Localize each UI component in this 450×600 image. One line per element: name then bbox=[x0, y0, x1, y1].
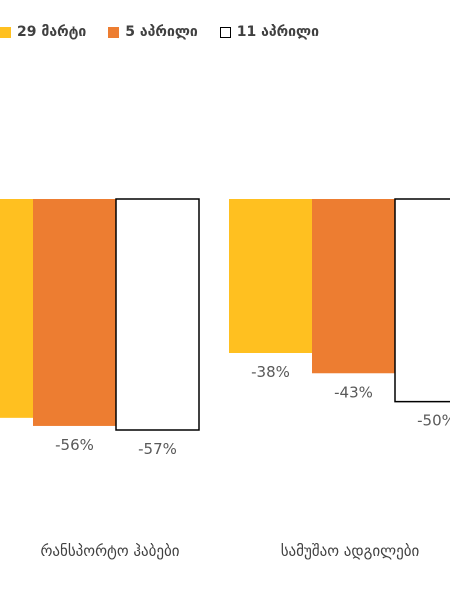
data-label-1-series-3: -57% bbox=[138, 440, 177, 458]
bar-2-series-2 bbox=[312, 199, 395, 374]
legend: 29 მარტი 5 აპრილი 11 აპრილი bbox=[0, 18, 341, 46]
bar-1-series-1 bbox=[0, 199, 33, 418]
bar-1-series-3 bbox=[115, 198, 200, 431]
bar-2-series-1 bbox=[229, 199, 312, 353]
category-label-1: რანსპორტო ჰაბები bbox=[40, 542, 179, 560]
legend-label-29-march: 29 მარტი bbox=[17, 24, 87, 40]
bar-2-series-3 bbox=[394, 198, 450, 403]
legend-label-11-april: 11 აპრილი bbox=[236, 24, 319, 40]
data-label-2-series-2: -43% bbox=[334, 383, 373, 401]
legend-item-11-april: 11 აპრილი bbox=[219, 24, 319, 40]
legend-label-5-april: 5 აპრილი bbox=[125, 24, 198, 40]
data-label-2-series-1: -38% bbox=[251, 363, 290, 381]
category-label-2: სამუშაო ადგილები bbox=[281, 542, 420, 560]
bar-1-series-2 bbox=[33, 199, 116, 426]
legend-swatch-29-march bbox=[0, 26, 11, 38]
legend-swatch-11-april bbox=[219, 26, 231, 38]
legend-swatch-5-april bbox=[108, 26, 120, 38]
legend-item-5-april: 5 აპრილი bbox=[108, 24, 198, 40]
legend-item-29-march: 29 მარტი bbox=[0, 24, 86, 40]
data-label-2-series-3: -50% bbox=[417, 412, 450, 430]
data-label-1-series-2: -56% bbox=[55, 436, 94, 454]
